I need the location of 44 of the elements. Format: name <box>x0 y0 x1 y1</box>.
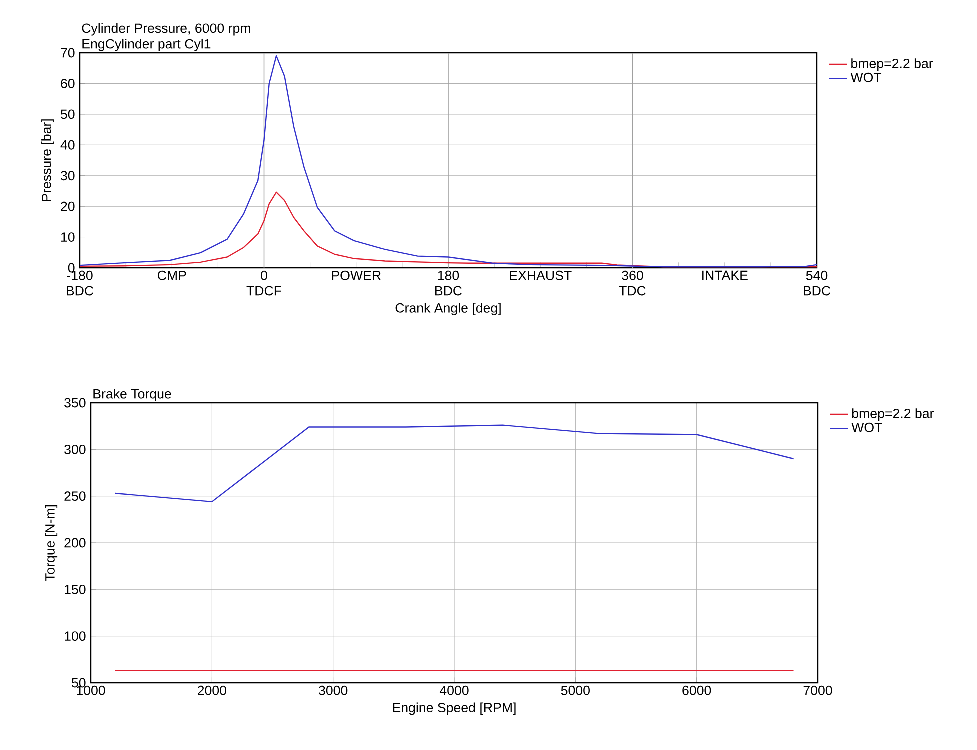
x-tick-label: 4000 <box>440 686 469 696</box>
y-tick-label: 350 <box>64 398 86 408</box>
x-tick-label: 7000 <box>804 686 832 696</box>
y-tick-label: 300 <box>64 444 86 454</box>
x-tick-label: 3000 <box>319 686 348 696</box>
chart-title: Cylinder Pressure, 6000 rpm <box>82 23 250 36</box>
y-tick-label: 20 <box>61 202 75 212</box>
y-tick-label: 200 <box>64 538 86 548</box>
x-tick-label: 360 TDC <box>619 270 646 296</box>
x-tick-label: 1000 <box>77 686 106 696</box>
y-tick-label: 100 <box>65 632 86 642</box>
line-series <box>80 55 817 268</box>
y-tick-label: 0 <box>68 263 75 273</box>
y-tick-label: 30 <box>60 171 75 181</box>
x-tick-label: 540 BDC <box>804 270 831 296</box>
y-tick-label: 50 <box>72 678 86 688</box>
y-axis-title: Pressure [bar] <box>42 120 54 202</box>
legend-label: WOT <box>852 422 882 432</box>
legend-label: bmep=2.2 bar <box>852 408 934 422</box>
y-tick-label: 150 <box>65 584 86 594</box>
x-tick-label: POWER <box>332 270 381 280</box>
x-tick-label: 5000 <box>561 686 590 696</box>
y-tick-label: 60 <box>61 79 75 88</box>
x-tick-label: INTAKE <box>702 270 748 280</box>
x-tick-label: 0 TDCF <box>246 270 282 296</box>
x-tick-label: 6000 <box>682 686 712 696</box>
y-tick-label: 250 <box>64 492 86 502</box>
chart-subtitle: EngCylinder part Cyl1 <box>82 38 211 52</box>
x-axis-title: Engine Speed [RPM] <box>393 702 516 716</box>
line-series <box>114 424 794 503</box>
x-tick-label: -180 BDC <box>67 270 94 296</box>
x-axis-title: Crank Angle [deg] <box>396 303 501 316</box>
chart-title: Brake Torque <box>94 388 172 402</box>
y-tick-label: 40 <box>60 140 75 150</box>
x-tick-label: CMP <box>158 270 186 280</box>
legend-label: bmep=2.2 bar <box>852 58 934 72</box>
x-tick-label: 180 BDC <box>436 270 462 296</box>
x-tick-label: EXHAUST <box>510 270 572 280</box>
y-tick-label: 50 <box>61 110 75 120</box>
y-axis-title: Torque [N-m] <box>45 505 58 582</box>
legend-label: WOT <box>850 72 882 82</box>
y-tick-label: 70 <box>61 48 75 58</box>
y-tick-label: 10 <box>61 232 75 242</box>
x-tick-label: 2000 <box>198 686 226 696</box>
